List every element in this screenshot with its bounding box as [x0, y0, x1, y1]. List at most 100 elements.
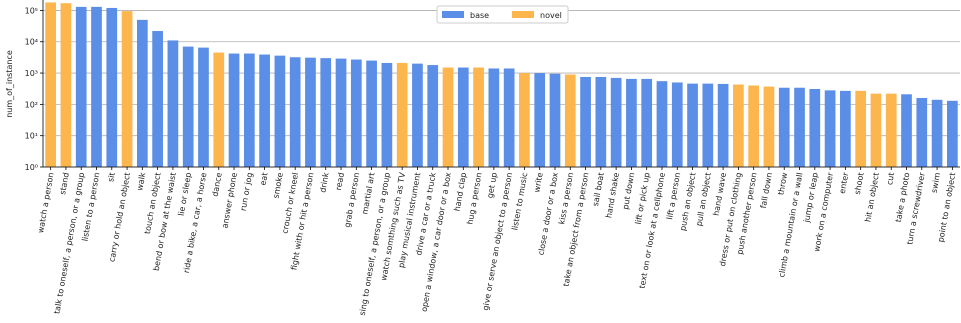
y-tick-label: 10⁴ — [25, 38, 38, 47]
bar — [121, 11, 133, 167]
x-tick-label: sit — [106, 172, 117, 183]
bar — [412, 63, 423, 168]
bar — [794, 87, 805, 167]
bar — [671, 82, 683, 167]
x-tick-label: throw — [776, 171, 789, 195]
bar — [595, 76, 607, 167]
bar — [75, 6, 87, 168]
x-tick-label: jump or leap — [802, 172, 820, 224]
x-tick-label: lie or sleep — [177, 172, 193, 217]
x-tick-label: put down — [621, 172, 636, 210]
x-tick-label: pull an object — [695, 172, 713, 227]
x-tick-label: get up — [485, 172, 498, 199]
bar — [91, 6, 102, 168]
bar — [519, 73, 530, 167]
x-tick-label: carry or hold an object — [107, 172, 132, 263]
bar — [626, 78, 637, 167]
x-tick-label: eat — [258, 172, 269, 186]
bar — [366, 60, 377, 167]
bar — [198, 47, 209, 167]
x-tick-label: hand wave — [712, 172, 728, 217]
x-tick-label: hand clap — [453, 172, 469, 212]
bar — [259, 54, 270, 168]
bar — [824, 90, 836, 167]
y-tick-label: 10⁵ — [25, 6, 38, 15]
bar — [213, 52, 225, 167]
bar — [60, 3, 72, 168]
bar — [763, 86, 775, 167]
bar — [289, 57, 301, 167]
legend-label: novel — [540, 11, 562, 20]
bar — [564, 74, 576, 167]
x-tick-label: smoke — [271, 172, 284, 199]
bar — [427, 65, 439, 167]
bar — [503, 68, 515, 167]
x-tick-label: hand shake — [604, 172, 621, 219]
legend-swatch — [512, 11, 534, 18]
bar — [534, 73, 546, 167]
x-tick-label: hug a person — [466, 172, 484, 225]
x-tick-label: watch a person — [36, 172, 56, 234]
bar — [580, 76, 591, 167]
bar — [152, 31, 163, 168]
bar — [947, 100, 958, 167]
bar — [45, 2, 56, 168]
x-tick-label: kiss a person — [557, 172, 575, 225]
bar — [182, 46, 194, 167]
y-tick-label: 10⁰ — [25, 163, 38, 172]
x-tick-label: write — [532, 172, 544, 193]
x-tick-label: drink — [318, 171, 330, 193]
bar — [717, 83, 729, 167]
legend-box — [436, 5, 569, 24]
bar — [748, 85, 760, 167]
bar — [320, 58, 332, 167]
legend: base novel — [436, 5, 569, 24]
x-tick-label: fall down — [759, 172, 774, 209]
bar — [228, 53, 240, 167]
bar — [778, 87, 790, 167]
x-tick-label: grab a person — [343, 172, 362, 228]
x-tick-label: swim — [930, 172, 942, 194]
x-tick-label: lift or pick up — [634, 172, 652, 225]
bar — [381, 62, 393, 167]
bar — [641, 78, 653, 167]
y-axis-label: num_of_instance — [5, 50, 14, 118]
x-tick-label: listen to music — [510, 172, 529, 231]
x-tick-label: dance — [211, 172, 224, 198]
bar — [656, 81, 668, 167]
x-tick-label: answer phone — [220, 172, 239, 229]
x-tick-label: lift a person — [665, 172, 682, 221]
bar — [457, 67, 469, 167]
bar — [274, 55, 286, 168]
bar — [305, 57, 316, 168]
bar — [610, 77, 622, 167]
x-tick-label: read — [334, 172, 346, 191]
bar — [549, 73, 561, 167]
bar — [243, 53, 255, 167]
bar — [840, 90, 851, 167]
x-tick-label: martial art — [360, 172, 376, 215]
bar — [885, 93, 897, 167]
bar — [488, 68, 500, 167]
y-tick-label: 10¹ — [25, 132, 38, 141]
x-tick-label: walk — [135, 171, 147, 191]
legend-label: base — [470, 11, 489, 20]
bar — [350, 59, 362, 168]
bar — [473, 67, 484, 167]
x-tick-label: stand — [58, 172, 71, 196]
bar — [335, 58, 347, 167]
bar — [855, 90, 867, 167]
x-tick-label: shoot — [853, 172, 866, 195]
bar — [106, 7, 118, 168]
bar — [687, 83, 698, 167]
bar — [702, 83, 714, 167]
x-tick-label: hit an object — [863, 172, 881, 223]
bar — [809, 88, 821, 167]
bar — [931, 99, 943, 167]
bar — [442, 67, 454, 167]
y-tick-label: 10³ — [25, 69, 38, 78]
x-tick-label: take a photo — [894, 172, 912, 223]
x-tick-label: enter — [838, 171, 851, 194]
bar — [733, 84, 744, 167]
